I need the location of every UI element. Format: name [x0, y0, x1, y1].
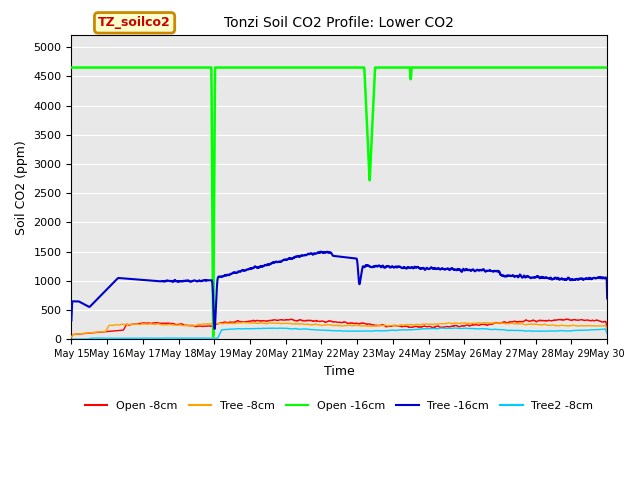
X-axis label: Time: Time — [324, 365, 355, 378]
Text: TZ_soilco2: TZ_soilco2 — [98, 16, 171, 29]
Title: Tonzi Soil CO2 Profile: Lower CO2: Tonzi Soil CO2 Profile: Lower CO2 — [225, 16, 454, 30]
Y-axis label: Soil CO2 (ppm): Soil CO2 (ppm) — [15, 140, 28, 235]
Legend: Open -8cm, Tree -8cm, Open -16cm, Tree -16cm, Tree2 -8cm: Open -8cm, Tree -8cm, Open -16cm, Tree -… — [81, 396, 598, 415]
